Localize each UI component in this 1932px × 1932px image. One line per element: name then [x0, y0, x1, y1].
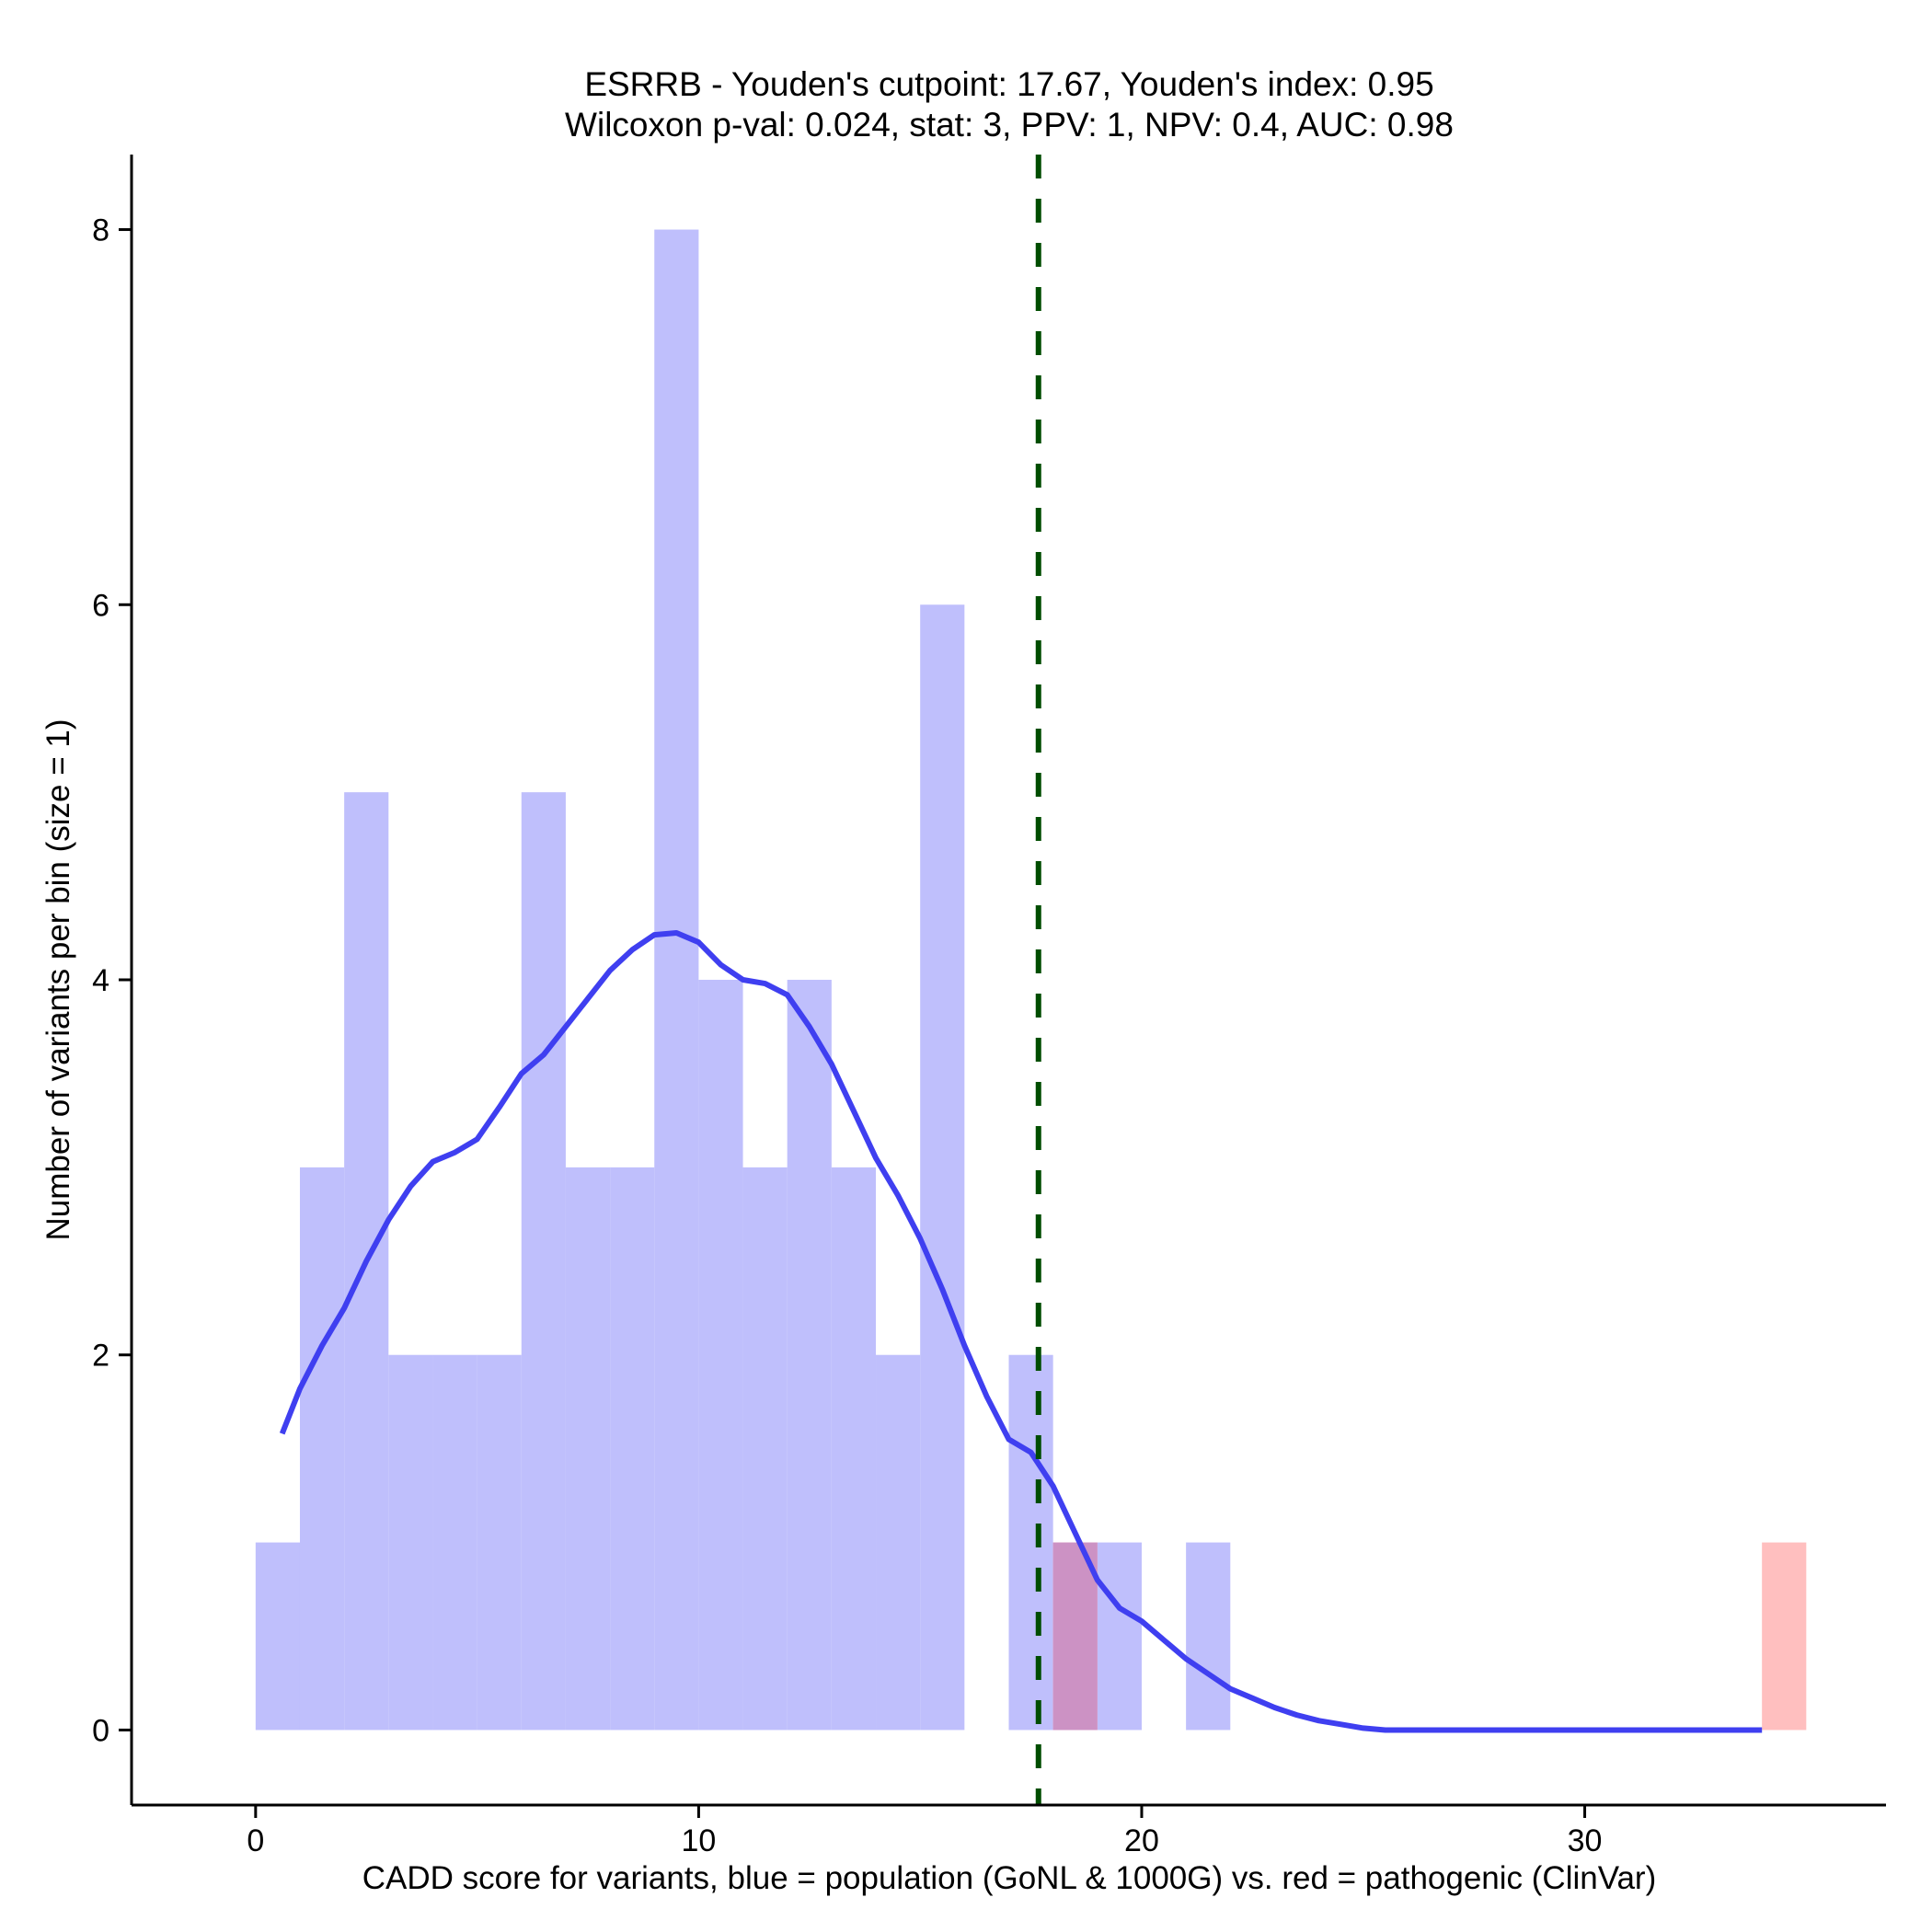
- population-bar: [1097, 1542, 1142, 1731]
- y-tick-label: 8: [92, 213, 109, 248]
- overlap-bar: [1052, 1542, 1098, 1731]
- population-bar: [698, 980, 743, 1731]
- population-bar: [388, 1354, 433, 1731]
- population-bar: [920, 604, 965, 1731]
- bars-layer: [255, 229, 1807, 1731]
- population-bar: [831, 1167, 877, 1731]
- population-bar: [477, 1354, 522, 1731]
- y-ticks: 0 2 4 6 8: [92, 213, 132, 1748]
- y-axis-label: Number of variants per bin (size = 1): [40, 719, 76, 1240]
- x-axis-label: CADD score for variants, blue = populati…: [362, 1860, 1657, 1896]
- chart-title-line1: ESRRB - Youden's cutpoint: 17.67, Youden…: [584, 65, 1433, 103]
- population-bar: [1008, 1354, 1053, 1731]
- population-bar: [565, 1167, 611, 1731]
- x-tick-label: 30: [1568, 1823, 1603, 1858]
- y-tick-label: 6: [92, 588, 109, 623]
- chart-title-line2: Wilcoxon p-val: 0.024, stat: 3, PPV: 1, …: [565, 106, 1454, 144]
- population-bar: [299, 1167, 345, 1731]
- population-bar: [654, 229, 699, 1731]
- pathogenic-bar: [1762, 1542, 1807, 1731]
- y-tick-label: 0: [92, 1713, 109, 1748]
- x-ticks: 0 10 20 30: [247, 1805, 1602, 1858]
- density-curve: [279, 930, 1763, 1733]
- x-tick-label: 20: [1124, 1823, 1159, 1858]
- population-bar: [521, 792, 566, 1731]
- y-tick-label: 2: [92, 1339, 109, 1374]
- population-bar: [876, 1354, 921, 1731]
- x-tick-label: 10: [681, 1823, 716, 1858]
- density-layer: [279, 930, 1763, 1733]
- x-tick-label: 0: [247, 1823, 264, 1858]
- population-bar: [255, 1542, 300, 1731]
- population-bar: [432, 1354, 477, 1731]
- population-bar: [1186, 1542, 1231, 1731]
- overlap-layer: [1052, 1542, 1098, 1731]
- y-tick-label: 4: [92, 963, 109, 998]
- population-bar: [610, 1167, 655, 1731]
- population-bar: [787, 980, 832, 1731]
- population-bar: [742, 1167, 788, 1731]
